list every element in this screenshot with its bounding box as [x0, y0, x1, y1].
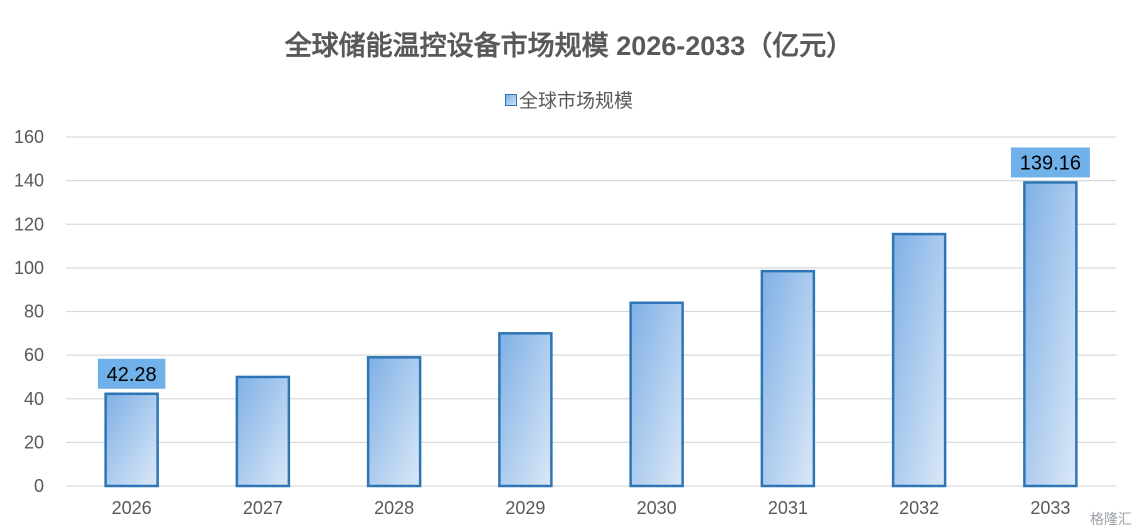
bar-2026 — [104, 392, 159, 488]
data-label-text: 42.28 — [107, 364, 157, 386]
y-tick-label: 20 — [24, 432, 44, 452]
x-tick-label: 2029 — [505, 498, 545, 518]
data-label-2033: 139.16 — [1010, 147, 1090, 178]
x-tick-label: 2032 — [899, 498, 939, 518]
x-tick-label: 2026 — [112, 498, 152, 518]
axis-ticks: 0 20 40 60 80 100 120 140 160 2026 2027 2028 2029 203… — [14, 127, 1070, 518]
data-labels: 42.28 139.16 — [97, 147, 1090, 389]
data-label-text: 139.16 — [1020, 152, 1081, 174]
watermark: 格隆汇 — [1090, 511, 1132, 527]
legend-label: 全球市场规模 — [518, 91, 633, 112]
gridlines — [66, 136, 1116, 487]
bar-2028 — [366, 356, 422, 488]
x-tick-label: 2031 — [768, 498, 808, 518]
chart-title: 全球储能温控设备市场规模 2026-2033（亿元） — [284, 31, 854, 61]
y-tick-label: 100 — [14, 258, 44, 278]
x-tick-label: 2027 — [243, 498, 283, 518]
y-tick-label: 140 — [14, 171, 44, 191]
y-tick-label: 40 — [24, 389, 44, 409]
y-tick-label: 0 — [34, 476, 44, 496]
data-label-2026: 42.28 — [97, 358, 166, 389]
bar-2033 — [1023, 181, 1078, 488]
bar-2031 — [760, 269, 816, 488]
y-tick-label: 160 — [14, 127, 44, 147]
x-tick-label: 2030 — [637, 498, 677, 518]
legend-swatch — [504, 93, 517, 106]
x-tick-label: 2033 — [1030, 498, 1070, 518]
legend: 全球市场规模 — [0, 86, 1138, 113]
bar-2029 — [498, 332, 553, 488]
bar-2032 — [891, 232, 947, 488]
bar-2027 — [235, 375, 291, 488]
y-tick-label: 80 — [24, 302, 44, 322]
bars — [104, 181, 1078, 488]
data-label-box — [1010, 147, 1090, 178]
y-tick-label: 60 — [24, 345, 44, 365]
bar-2030 — [629, 301, 684, 488]
y-tick-label: 120 — [14, 214, 44, 234]
data-label-box — [97, 358, 166, 389]
x-tick-label: 2028 — [374, 498, 414, 518]
